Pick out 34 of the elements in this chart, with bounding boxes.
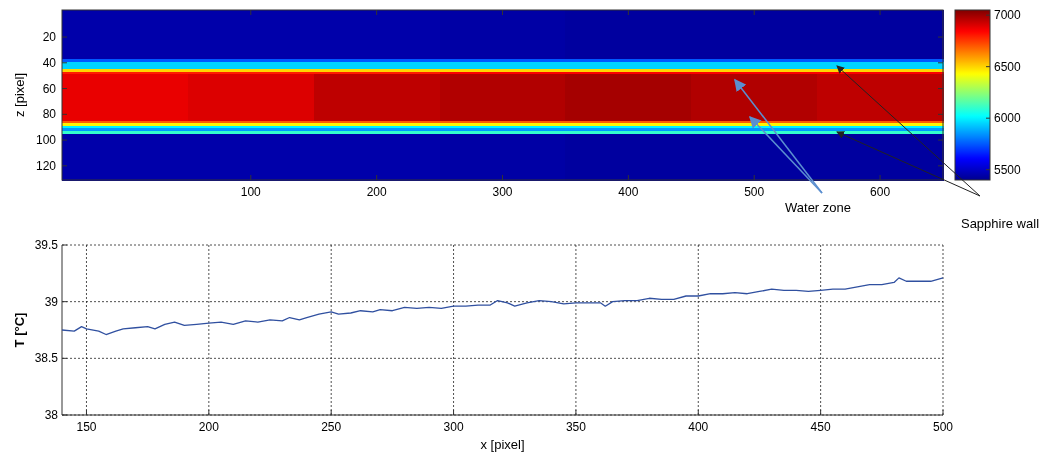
- color-bar-label: 6500: [994, 59, 1022, 74]
- y-tick-label: 40: [42, 55, 57, 70]
- x-tick-label: 300: [492, 185, 513, 199]
- x-tick-label: 150: [76, 420, 97, 434]
- color-bar-label: 5500: [994, 162, 1022, 177]
- x-tick-label: 500: [744, 185, 765, 199]
- y-axis-title: T [°C]: [12, 312, 27, 348]
- x-tick-label: 400: [618, 185, 639, 199]
- y-tick-label: 39: [44, 294, 59, 309]
- line-series: [61, 277, 944, 336]
- x-tick-label: 300: [443, 420, 464, 434]
- y-tick-label: 38: [44, 408, 59, 422]
- text: Water zone: [785, 200, 851, 215]
- y-tick-label: 39.5: [34, 238, 59, 252]
- color-bar-label: 6000: [994, 111, 1022, 126]
- y-axis-title: z [pixel]: [12, 72, 27, 118]
- color-bar-label: 7000: [994, 8, 1022, 23]
- x-tick-label: 350: [565, 420, 587, 434]
- y-tick-label: 100: [35, 133, 57, 148]
- x-tick-label: 400: [688, 420, 709, 434]
- x-tick-label: 200: [198, 420, 220, 434]
- x-tick-label: 600: [870, 185, 891, 199]
- y-tick-label: 120: [35, 158, 57, 173]
- y-tick-label: 20: [42, 30, 57, 45]
- x-tick-label: 450: [810, 420, 831, 434]
- x-tick-label: 200: [366, 185, 387, 199]
- y-tick-label: 60: [42, 81, 57, 96]
- x-tick-label: 100: [240, 185, 262, 199]
- x-tick-label: 500: [932, 420, 954, 434]
- text: Sapphire wall: [960, 216, 1040, 231]
- y-tick-label: 38.5: [34, 351, 59, 366]
- x-axis-title: x [pixel]: [480, 437, 525, 452]
- x-tick-label: 250: [321, 420, 342, 434]
- y-tick-label: 80: [42, 107, 57, 122]
